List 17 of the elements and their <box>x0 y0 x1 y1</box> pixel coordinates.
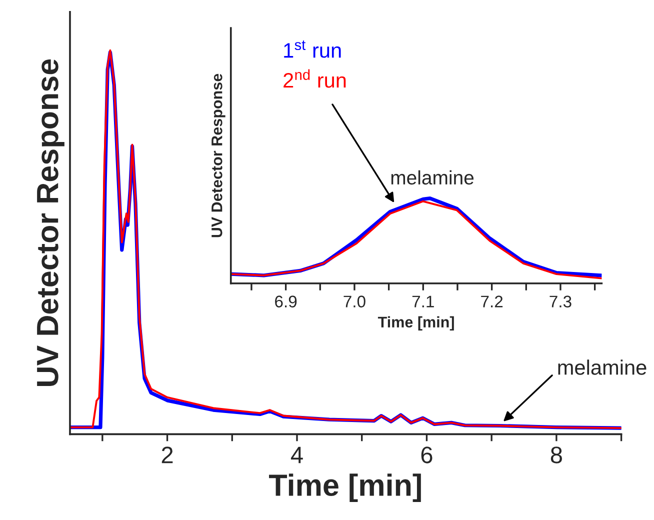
x-tick-label: 4 <box>290 446 303 464</box>
x-axis-title: Time [min] <box>378 316 454 331</box>
x-tick-label: 7.2 <box>481 296 503 308</box>
y-axis-title: UV Detector Response <box>37 59 64 386</box>
y-axis-title: UV Detector Response <box>212 74 226 238</box>
x-tick-label: 8 <box>550 446 562 464</box>
x-axis-title: Time [min] <box>269 474 421 502</box>
x-tick-label: 7.0 <box>344 296 366 308</box>
annotation: melamine <box>558 360 646 375</box>
text: 1$^{st}$ run <box>284 40 341 58</box>
x-tick-label: 6.9 <box>275 296 297 308</box>
x-tick-label: 7.1 <box>412 296 434 308</box>
x-tick-label: 6 <box>421 446 432 464</box>
text: 2$^{nd}$ run <box>284 69 346 88</box>
annotation: melamine <box>391 170 474 185</box>
x-tick-label: 2 <box>162 446 173 464</box>
x-tick-label: 7.3 <box>550 296 572 308</box>
